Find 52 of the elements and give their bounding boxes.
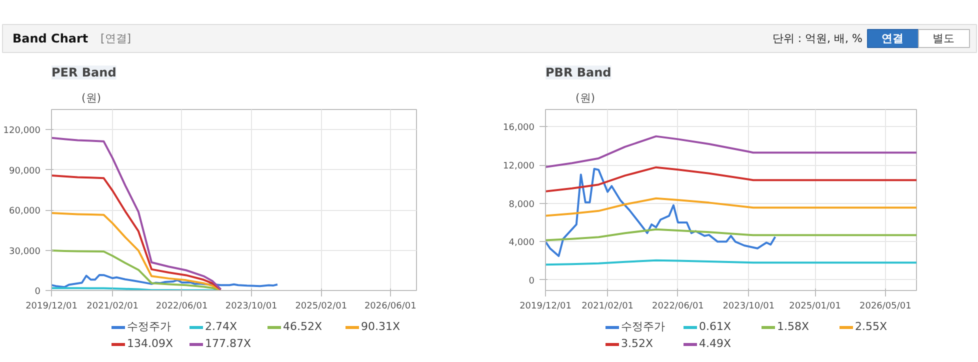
x-tick-label: 2023/10/01 xyxy=(225,302,278,312)
x-tick-label: 2022/06/01 xyxy=(156,302,208,312)
line-series xyxy=(52,136,222,290)
x-tick-label: 2026/05/01 xyxy=(860,302,912,312)
y-axis-title: (원) xyxy=(576,92,596,104)
y-tick-label: 12,000 xyxy=(503,162,535,172)
y-tick-label: 8,000 xyxy=(508,200,535,210)
chart-title: PER Band xyxy=(52,66,116,80)
x-tick-label: 2021/02/01 xyxy=(582,302,634,312)
line-series xyxy=(52,174,222,290)
y-tick-label: 0 xyxy=(528,276,535,286)
x-tick-label: 2025/02/01 xyxy=(295,302,348,312)
x-tick-label: 2019/12/01 xyxy=(520,302,572,312)
legend-label: 수정주가 xyxy=(621,319,666,334)
legend-label: 90.31X xyxy=(361,320,402,333)
line-series xyxy=(546,197,916,217)
legend-label: 177.87X xyxy=(205,337,252,350)
text: 별도 xyxy=(932,32,954,45)
x-tick-label: 2026/06/01 xyxy=(364,302,416,312)
y-tick-label: 120,000 xyxy=(3,126,41,136)
text: [연결] xyxy=(100,32,132,45)
text: 단위 : 억원, 배, % xyxy=(772,32,863,45)
x-tick-label: 2019/12/01 xyxy=(26,302,78,312)
legend-label: 3.52X xyxy=(621,337,654,350)
line-series xyxy=(546,228,916,242)
y-tick-label: 16,000 xyxy=(503,123,535,134)
y-tick-label: 0 xyxy=(34,287,41,297)
y-tick-label: 60,000 xyxy=(9,206,41,217)
y-tick-label: 4,000 xyxy=(508,238,535,248)
x-tick-label: 2023/10/01 xyxy=(722,302,775,312)
line-series xyxy=(52,212,222,290)
y-tick-label: 90,000 xyxy=(9,166,41,176)
text: Band Chart xyxy=(12,32,88,46)
line-series xyxy=(546,166,916,192)
y-tick-label: 30,000 xyxy=(9,246,41,257)
x-tick-label: 2021/02/01 xyxy=(86,302,139,312)
line-series xyxy=(546,168,776,258)
legend-label: 4.49X xyxy=(699,337,732,350)
legend-label: 2.55X xyxy=(855,320,888,333)
legend-label: 1.58X xyxy=(777,320,810,333)
line-series xyxy=(546,135,916,168)
legend-label: 수정주가 xyxy=(127,319,172,334)
legend-label: 2.74X xyxy=(205,320,238,333)
x-tick-label: 2025/01/01 xyxy=(789,302,842,312)
chart-title: PBR Band xyxy=(546,66,612,80)
x-tick-label: 2022/06/01 xyxy=(652,302,704,312)
legend-label: 46.52X xyxy=(283,320,324,333)
text: 연결 xyxy=(882,32,904,45)
legend-label: 0.61X xyxy=(699,320,732,333)
line-series xyxy=(52,274,278,288)
y-axis-title: (원) xyxy=(82,92,102,104)
legend-label: 134.09X xyxy=(127,337,174,350)
